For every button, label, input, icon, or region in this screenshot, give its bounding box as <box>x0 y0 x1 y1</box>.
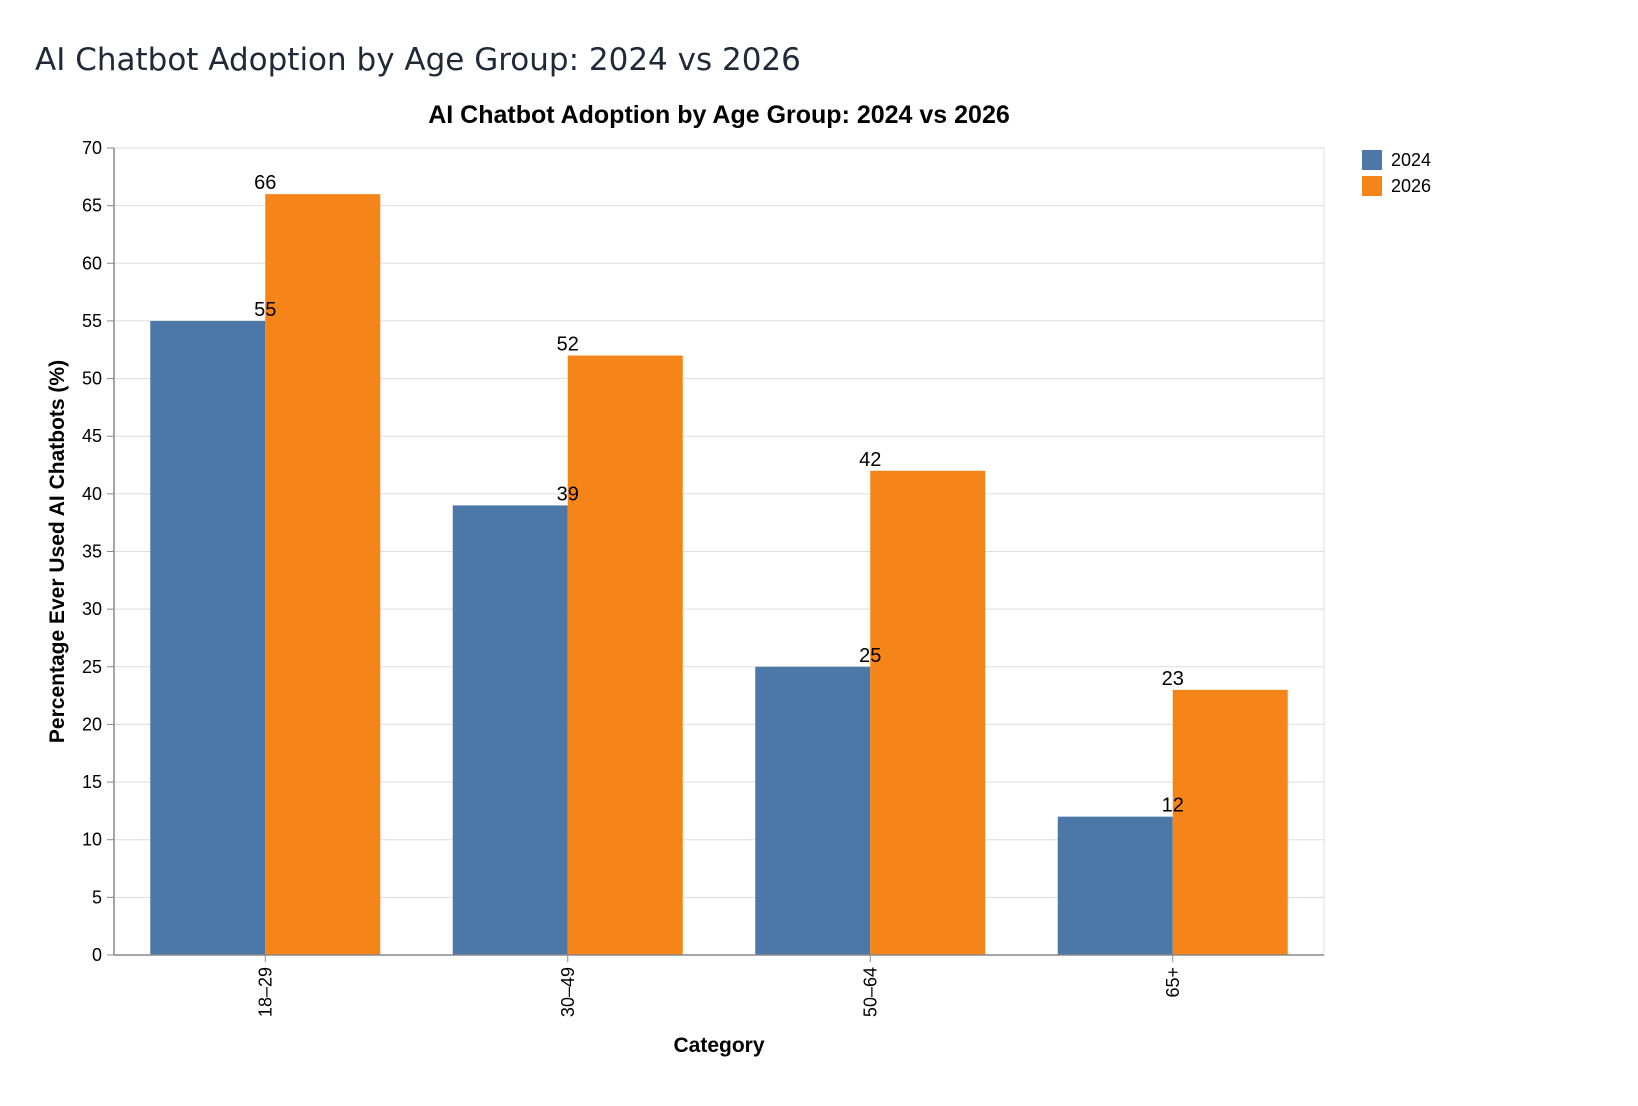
page-title: AI Chatbot Adoption by Age Group: 2024 v… <box>35 42 801 78</box>
data-label: 55 <box>254 299 276 321</box>
legend-label: 2026 <box>1391 176 1431 196</box>
y-tick-label: 70 <box>82 138 102 158</box>
y-tick-label: 55 <box>82 311 102 331</box>
bar-2026-18–29 <box>265 194 381 956</box>
bar-2024-65+ <box>1057 816 1173 955</box>
legend-label: 2024 <box>1391 150 1431 170</box>
data-label: 23 <box>1162 668 1184 690</box>
y-tick-label: 25 <box>82 657 102 677</box>
y-tick-label: 20 <box>82 714 102 734</box>
data-label: 12 <box>1162 795 1184 817</box>
y-tick-label: 50 <box>82 369 102 389</box>
x-tick-label: 30–49 <box>558 967 578 1017</box>
y-tick-label: 40 <box>82 484 102 504</box>
y-tick-label: 15 <box>82 772 102 792</box>
y-tick-label: 0 <box>92 945 102 965</box>
y-tick-label: 5 <box>92 887 102 907</box>
bar-2026-50–64 <box>870 470 986 955</box>
bar-2026-65+ <box>1172 689 1288 955</box>
bar-2024-50–64 <box>755 666 871 955</box>
data-label: 25 <box>859 645 881 667</box>
y-tick-label: 35 <box>82 542 102 562</box>
x-tick-label: 65+ <box>1163 967 1183 998</box>
axes: 0 5 10 15 20 25 30 35 40 45 50 55 60 65 70 18–29 30–49 50… <box>82 138 1324 1017</box>
y-tick-label: 45 <box>82 426 102 446</box>
x-axis-title: Category <box>673 1034 764 1057</box>
bar-2024-30–49 <box>452 505 568 955</box>
data-label: 52 <box>557 334 579 356</box>
bars <box>150 194 1288 956</box>
legend-swatch-2024 <box>1362 150 1382 170</box>
y-tick-label: 65 <box>82 196 102 216</box>
data-label: 39 <box>557 483 579 505</box>
x-tick-label: 50–64 <box>860 967 880 1017</box>
data-label: 66 <box>254 172 276 194</box>
bar-2026-30–49 <box>567 355 683 955</box>
legend: 2024 2026 <box>1362 150 1431 196</box>
y-tick-label: 60 <box>82 253 102 273</box>
chart-title: AI Chatbot Adoption by Age Group: 2024 v… <box>428 101 1010 129</box>
y-tick-label: 10 <box>82 830 102 850</box>
data-labels: 55 66 39 52 25 42 12 23 <box>254 172 1184 817</box>
y-axis-title: Percentage Ever Used AI Chatbots (%) <box>46 360 69 743</box>
x-tick-label: 18–29 <box>255 967 275 1017</box>
bar-2024-18–29 <box>150 320 266 955</box>
legend-swatch-2026 <box>1362 176 1382 196</box>
data-label: 42 <box>859 449 881 471</box>
y-tick-label: 30 <box>82 599 102 619</box>
